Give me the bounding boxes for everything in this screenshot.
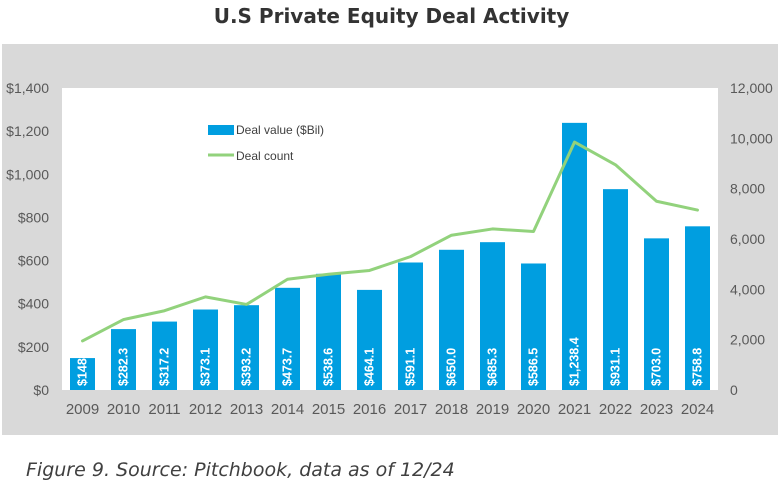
- deal-count-line: [81, 140, 699, 343]
- left-axis-tick-label: $400: [18, 296, 49, 312]
- right-axis-tick-label: 6,000: [730, 231, 765, 247]
- bar-2012: [193, 309, 218, 390]
- x-axis-tick-label: 2021: [558, 401, 591, 418]
- bar-value-label: $685.3: [486, 348, 500, 386]
- bar-label-group: $148 $282.3 $317.2 $373.1 $393.2 $473.7 $538.6…: [76, 337, 705, 386]
- left-axis: $0 $200 $400 $600 $800 $1,000 $1,200 $1,400: [6, 80, 49, 398]
- right-axis-tick-label: 12,000: [730, 80, 773, 96]
- left-axis-tick-label: $1,000: [6, 166, 49, 182]
- bar-value-label: $703.0: [650, 348, 664, 386]
- right-axis-tick-label: 2,000: [730, 332, 765, 348]
- bar-2009: [70, 358, 95, 390]
- right-axis: 0 2,000 4,000 6,000 8,000 10,000 12,000: [730, 80, 773, 398]
- bar-2013: [234, 305, 259, 390]
- left-axis-tick-label: $1,400: [6, 80, 49, 96]
- right-axis-tick-label: 10,000: [730, 130, 773, 146]
- bar-2018: [439, 249, 464, 390]
- x-axis-tick-label: 2009: [66, 401, 99, 418]
- x-axis-tick-label: 2023: [640, 401, 673, 418]
- x-axis-tick-label: 2017: [394, 401, 427, 418]
- bar-value-label: $464.1: [363, 348, 377, 386]
- bar-2017: [398, 262, 423, 390]
- x-axis-tick-label: 2012: [189, 401, 222, 418]
- bar-value-label: $317.2: [158, 348, 172, 386]
- left-axis-tick-label: $600: [18, 253, 49, 269]
- bar-2019: [480, 242, 505, 390]
- right-axis-tick-label: 0: [730, 382, 738, 398]
- bar-2014: [275, 287, 300, 390]
- bar-group: [70, 122, 710, 390]
- bar-value-label: $586.5: [527, 348, 541, 386]
- bar-2021: [562, 122, 587, 390]
- left-axis-tick-label: $800: [18, 209, 49, 225]
- bar-2016: [357, 289, 382, 390]
- x-axis-tick-label: 2014: [271, 401, 304, 418]
- bar-value-label: $538.6: [322, 348, 336, 386]
- bar-value-label: $473.7: [281, 348, 295, 386]
- bar-2011: [152, 321, 177, 390]
- bar-value-label: $591.1: [404, 348, 418, 386]
- bar-value-label: $1,238.4: [568, 337, 582, 386]
- bar-value-label: $282.3: [117, 348, 131, 386]
- x-axis-tick-label: 2022: [599, 401, 632, 418]
- bar-value-label: $393.2: [240, 348, 254, 386]
- x-axis-tick-label: 2020: [517, 401, 550, 418]
- bar-value-label: $931.1: [609, 348, 623, 386]
- legend-label-deal-count: Deal count: [236, 149, 294, 163]
- bar-value-label: $373.1: [199, 348, 213, 386]
- left-axis-tick-label: $200: [18, 339, 49, 355]
- left-axis-tick-label: $0: [33, 382, 49, 398]
- legend-label-deal-value: Deal value ($Bil): [236, 123, 324, 137]
- bar-2022: [603, 189, 628, 390]
- right-axis-tick-label: 8,000: [730, 181, 765, 197]
- x-axis: 2009 2010 2011 2012 2013 2014 2015 2016 2017 2018…: [66, 401, 714, 418]
- right-axis-tick-label: 4,000: [730, 281, 765, 297]
- bar-value-label: $758.8: [691, 348, 705, 386]
- x-axis-tick-label: 2010: [107, 401, 140, 418]
- legend: Deal value ($Bil) Deal count: [208, 123, 324, 163]
- bar-2010: [111, 329, 136, 390]
- bar-2024: [685, 226, 710, 390]
- bar-2015: [316, 273, 341, 390]
- x-axis-tick-label: 2024: [681, 401, 714, 418]
- bar-value-label: $148: [76, 358, 90, 386]
- x-axis-tick-label: 2013: [230, 401, 263, 418]
- x-axis-tick-label: 2018: [435, 401, 468, 418]
- bar-2023: [644, 238, 669, 390]
- x-axis-tick-label: 2019: [476, 401, 509, 418]
- legend-swatch-bar: [208, 125, 234, 135]
- bar-2020: [521, 263, 546, 390]
- x-axis-tick-label: 2016: [353, 401, 386, 418]
- line-group: [81, 140, 699, 343]
- bar-value-label: $650.0: [445, 348, 459, 386]
- x-axis-tick-label: 2015: [312, 401, 345, 418]
- left-axis-tick-label: $1,200: [6, 123, 49, 139]
- figure-caption: Figure 9. Source: Pitchbook, data as of …: [26, 459, 455, 481]
- page-title: U.S Private Equity Deal Activity: [213, 4, 570, 28]
- x-axis-tick-label: 2011: [148, 401, 180, 418]
